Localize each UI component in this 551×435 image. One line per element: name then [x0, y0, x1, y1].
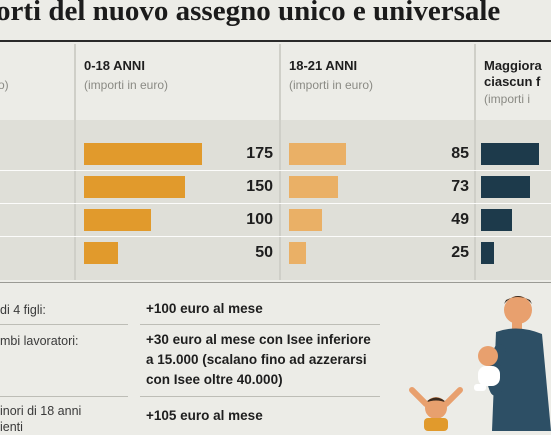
- father-head: [504, 296, 532, 324]
- value-label-series-2-row-4: 25: [451, 244, 469, 261]
- baby-bottle: [474, 384, 486, 391]
- value-label-series-1-row-2: 150: [246, 178, 273, 195]
- value-label-series-1-row-1: 175: [246, 145, 273, 162]
- bonus-text-1: +100 euro al mese: [146, 301, 263, 316]
- bar-series-2-row-3: [289, 209, 322, 231]
- value-label-series-2-row-3: 49: [451, 211, 469, 228]
- child-shirt: [424, 418, 448, 431]
- bonus-text-2-line-2: a 15.000 (scalano fino ad azzerarsi: [146, 352, 367, 367]
- bonus-divider-1a: [0, 324, 128, 325]
- column-2-head: 18-21 ANNI: [289, 58, 358, 73]
- bar-series-3-row-3: [481, 209, 512, 231]
- column-divider-2: [279, 44, 281, 280]
- father-neck: [512, 322, 522, 330]
- column-3-head2: ciascun f: [484, 74, 541, 89]
- bar-series-3-row-4: [481, 242, 494, 264]
- bar-series-1-row-1: [84, 143, 202, 165]
- child-arms: [409, 387, 463, 407]
- child-hair: [425, 397, 447, 403]
- bonus-divider-2a: [0, 396, 128, 397]
- father-shirt: [492, 328, 551, 431]
- top-rule: [0, 40, 551, 42]
- bar-series-2-row-1: [289, 143, 346, 165]
- bar-series-1-row-2: [84, 176, 185, 198]
- value-label-series-2-row-2: 73: [451, 178, 469, 195]
- bonus-text-3: +105 euro al mese: [146, 408, 263, 423]
- bar-series-3-row-1: [481, 143, 539, 165]
- bonus-label-1: di 4 figli:: [0, 303, 46, 317]
- column-divider-3: [474, 44, 476, 280]
- column-1-head: 0-18 ANNI: [84, 58, 145, 73]
- father-hair: [504, 296, 532, 304]
- bonus-text-2-line-1: +30 euro al mese con Isee inferiore: [146, 332, 371, 347]
- child-head: [425, 397, 447, 419]
- column-2-sub: (importi in euro): [289, 78, 374, 92]
- row-divider: [0, 203, 551, 204]
- value-label-series-1-row-3: 100: [246, 211, 273, 228]
- bonus-label-3b: ienti: [0, 420, 23, 434]
- bonus-divider-1b: [140, 324, 380, 325]
- column-divider-1: [74, 44, 76, 280]
- row-divider: [0, 170, 551, 171]
- row-divider: [0, 236, 551, 237]
- bonus-label-2: mbi lavoratori:: [0, 334, 79, 348]
- column-3-sub: (importi i: [484, 92, 531, 106]
- bonus-label-3: inori di 18 anni: [0, 404, 82, 418]
- bonus-text-2-line-3: con Isee oltre 40.000): [146, 372, 283, 387]
- column-3-head: Maggiora: [484, 58, 542, 73]
- bar-series-2-row-2: [289, 176, 338, 198]
- value-label-series-1-row-4: 50: [255, 244, 273, 261]
- column-1-sub: (importi in euro): [84, 78, 169, 92]
- bar-series-2-row-4: [289, 242, 306, 264]
- baby-body: [478, 366, 500, 386]
- bonus-divider-2b: [140, 396, 380, 397]
- middle-rule: [0, 282, 551, 283]
- value-label-series-2-row-1: 85: [451, 145, 469, 162]
- family-illustration: [409, 296, 551, 431]
- column-0-sub: o): [0, 78, 9, 92]
- baby-head: [478, 346, 498, 366]
- bar-series-1-row-3: [84, 209, 151, 231]
- page-title: orti del nuovo assegno unico e universal…: [0, 0, 501, 27]
- bar-series-3-row-2: [481, 176, 530, 198]
- bar-series-1-row-4: [84, 242, 118, 264]
